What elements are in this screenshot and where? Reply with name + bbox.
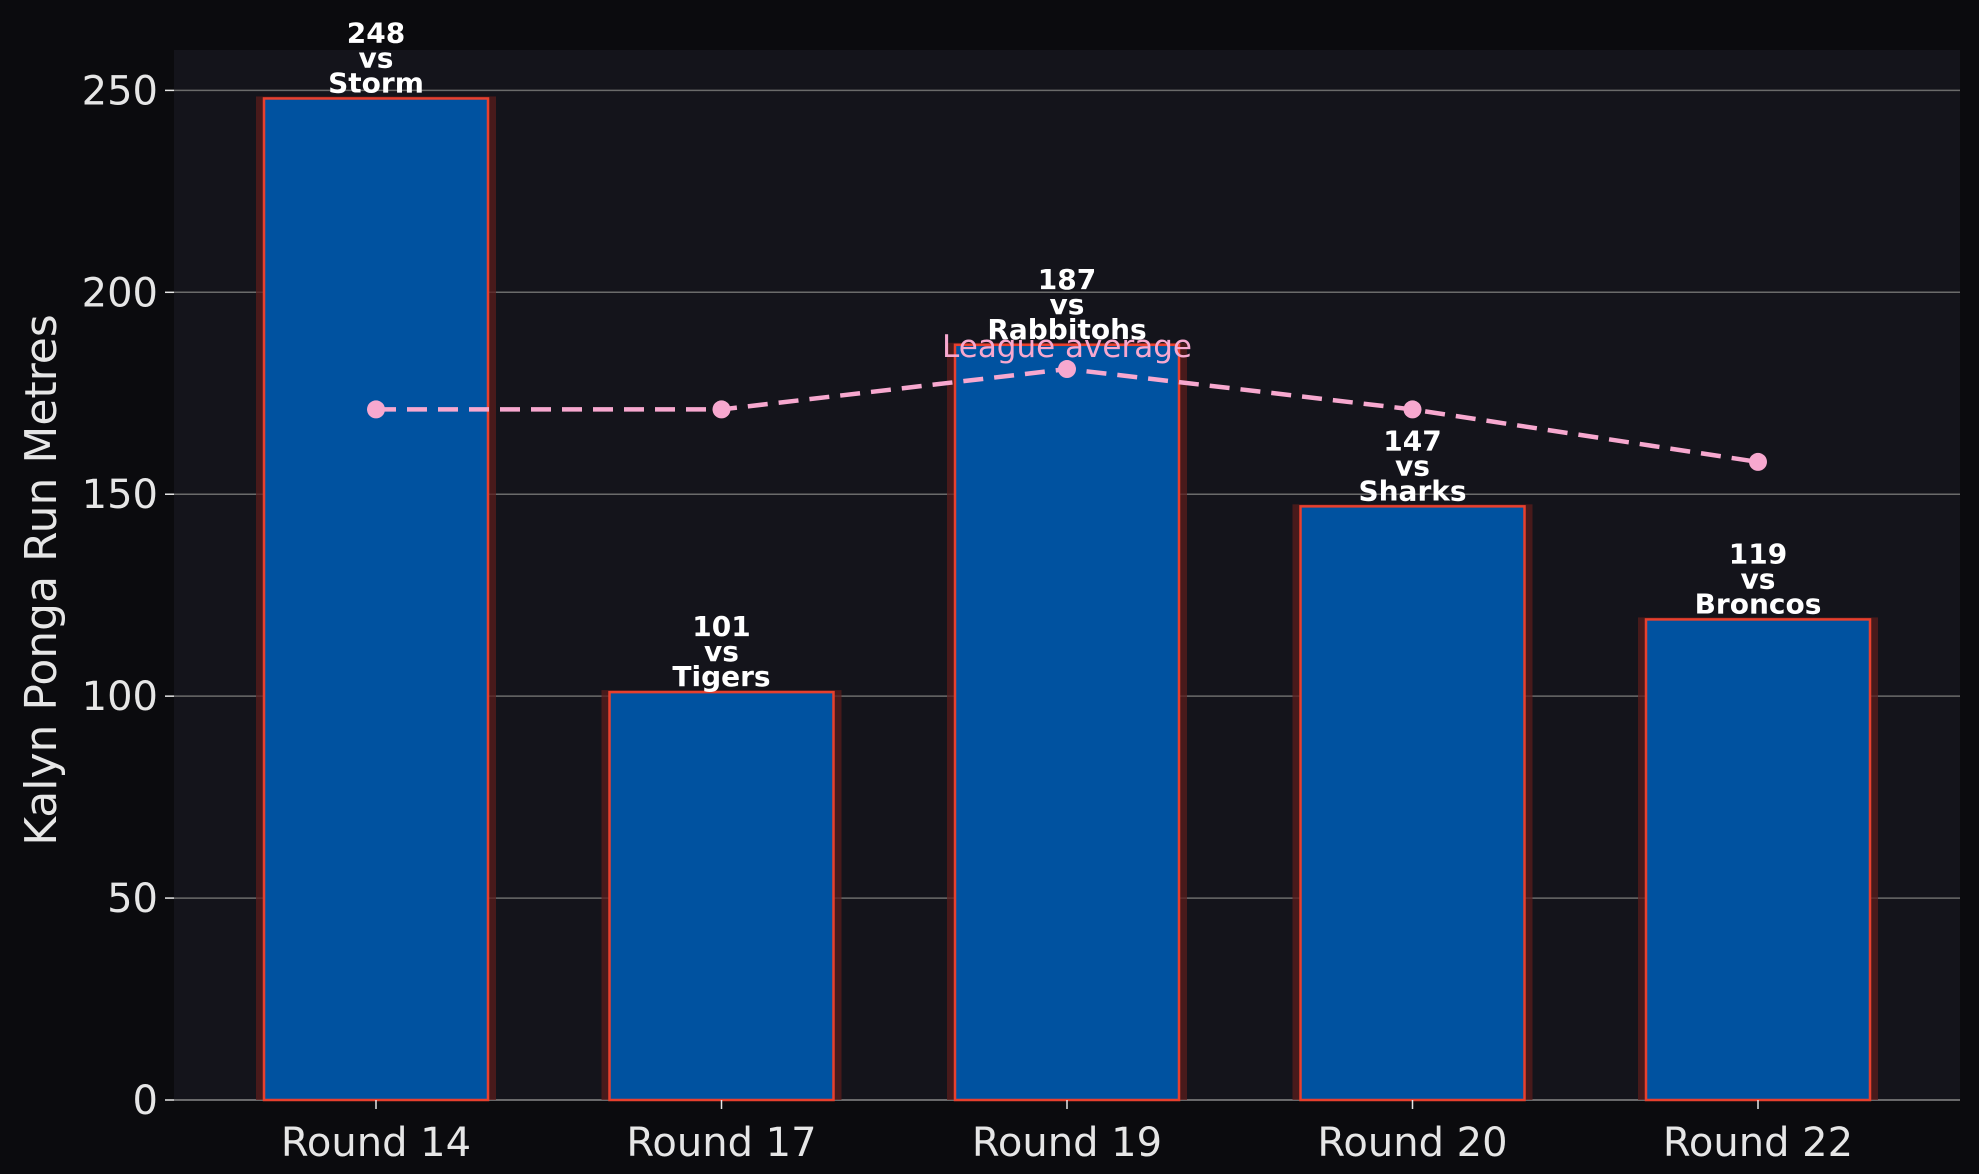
y-tick-label: 150 xyxy=(82,472,158,518)
y-tick-label: 100 xyxy=(82,674,158,720)
bar-value-label: 119 xyxy=(1729,537,1787,570)
bar-opponent-label: Storm xyxy=(328,66,424,99)
bar-vs-label: vs xyxy=(1741,562,1776,595)
league-average-point xyxy=(367,400,385,419)
x-tick-label: Round 20 xyxy=(1317,1120,1507,1166)
bar-value-label: 187 xyxy=(1038,263,1096,296)
league-average-series: League average xyxy=(367,329,1767,471)
bar-vs-label: vs xyxy=(359,41,394,74)
y-tick-label: 250 xyxy=(82,68,158,114)
bar-value-label: 147 xyxy=(1383,424,1441,457)
bar-vs-label: vs xyxy=(704,635,739,668)
league-average-point xyxy=(712,400,731,419)
bar-opponent-label: Broncos xyxy=(1695,587,1822,620)
bar-opponent-label: Sharks xyxy=(1358,474,1466,507)
y-tick-label: 50 xyxy=(107,876,158,922)
bar-value-label: 101 xyxy=(692,610,750,643)
x-tick-label: Round 17 xyxy=(626,1120,816,1166)
bar-opponent-label: Rabbitohs xyxy=(987,313,1146,346)
x-tick-label: Round 19 xyxy=(972,1120,1162,1166)
y-tick-label: 0 xyxy=(133,1078,158,1124)
x-tick-label: Round 14 xyxy=(281,1120,471,1166)
bar xyxy=(1299,505,1526,1102)
league-average-point xyxy=(1058,360,1076,379)
bar-opponent-label: Tigers xyxy=(672,660,770,693)
bar xyxy=(953,343,1181,1102)
x-axis-ticks: Round 14 Round 17 Round 19 Round 20 Round 22 xyxy=(281,1100,1853,1166)
bar-value-label: 248 xyxy=(347,16,405,49)
bars xyxy=(256,96,1878,1102)
bar-data-labels: 248vsStorm101vsTigers187vsRabbitohs147vs… xyxy=(328,16,1821,693)
y-tick-label: 200 xyxy=(82,270,158,316)
bar xyxy=(1644,618,1872,1102)
bar xyxy=(608,690,835,1102)
league-average-point xyxy=(1749,452,1767,471)
league-average-point xyxy=(1403,400,1422,419)
bar xyxy=(262,97,490,1102)
y-axis-ticks: 0 50 100 150 200 250 xyxy=(82,68,174,1124)
bar-vs-label: vs xyxy=(1395,449,1430,482)
bar-vs-label: vs xyxy=(1050,288,1085,321)
x-tick-label: Round 22 xyxy=(1663,1120,1853,1166)
y-axis-label: Kalyn Ponga Run Metres xyxy=(16,314,67,846)
league-average-label: League average xyxy=(942,329,1192,365)
